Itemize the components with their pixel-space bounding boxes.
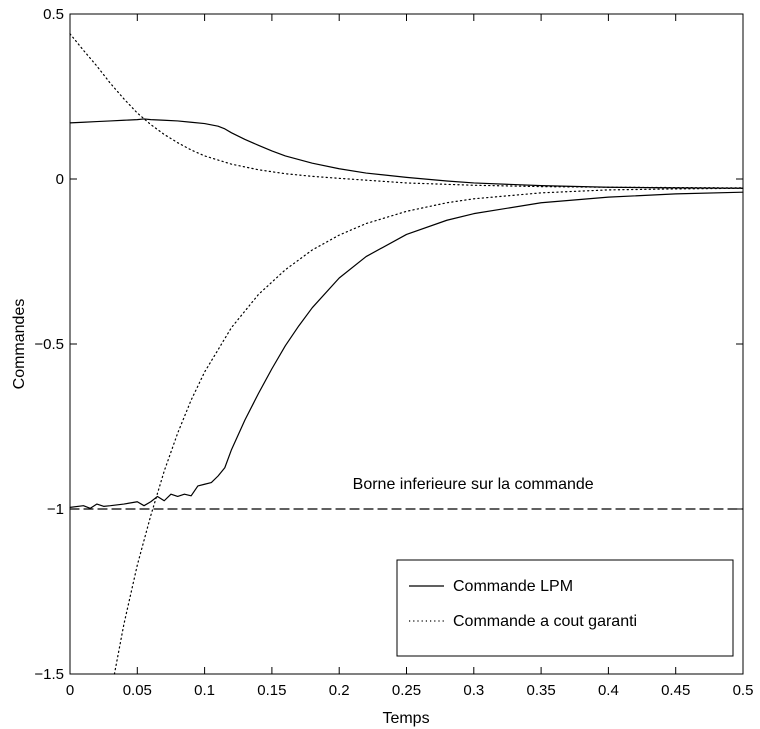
y-axis-label: Commandes: [11, 299, 28, 390]
x-axis-label: Temps: [382, 710, 429, 727]
x-tick-label: 0.2: [329, 682, 350, 699]
x-tick-label: 0.3: [463, 682, 484, 699]
y-tick-label: −1.5: [34, 666, 64, 683]
axis-ticks: 0 0.05 0.1 0.15 0.2 0.25 0.3 0.35 0.4 0.45 0.5 −1.5…: [34, 6, 753, 699]
x-tick-label: 0.25: [392, 682, 421, 699]
x-tick-label: 0.05: [123, 682, 152, 699]
series-line-0: [69, 118, 744, 189]
x-tick-label: 0.4: [598, 682, 619, 699]
x-tick-label: 0.5: [733, 682, 754, 699]
y-tick-label: −1: [47, 501, 64, 518]
series-group: [69, 33, 744, 675]
x-tick-label: 0.1: [194, 682, 215, 699]
y-tick-label: 0: [56, 171, 64, 188]
y-tick-label: 0.5: [43, 6, 64, 23]
x-tick-label: 0: [66, 682, 74, 699]
legend-label-lpm: Commande LPM: [453, 578, 573, 595]
series-line-1: [69, 191, 744, 509]
legend-label-cout-garanti: Commande a cout garanti: [453, 613, 637, 630]
y-tick-label: −0.5: [34, 336, 64, 353]
series-line-2: [69, 33, 744, 189]
series-line-3: [113, 187, 744, 675]
legend-box: [396, 559, 734, 657]
x-tick-label: 0.15: [257, 682, 286, 699]
legend: Commande LPM Commande a cout garanti: [396, 559, 734, 657]
lower-bound-annotation: Borne inferieure sur la commande: [353, 476, 594, 493]
x-tick-label: 0.45: [661, 682, 690, 699]
x-tick-label: 0.35: [526, 682, 555, 699]
